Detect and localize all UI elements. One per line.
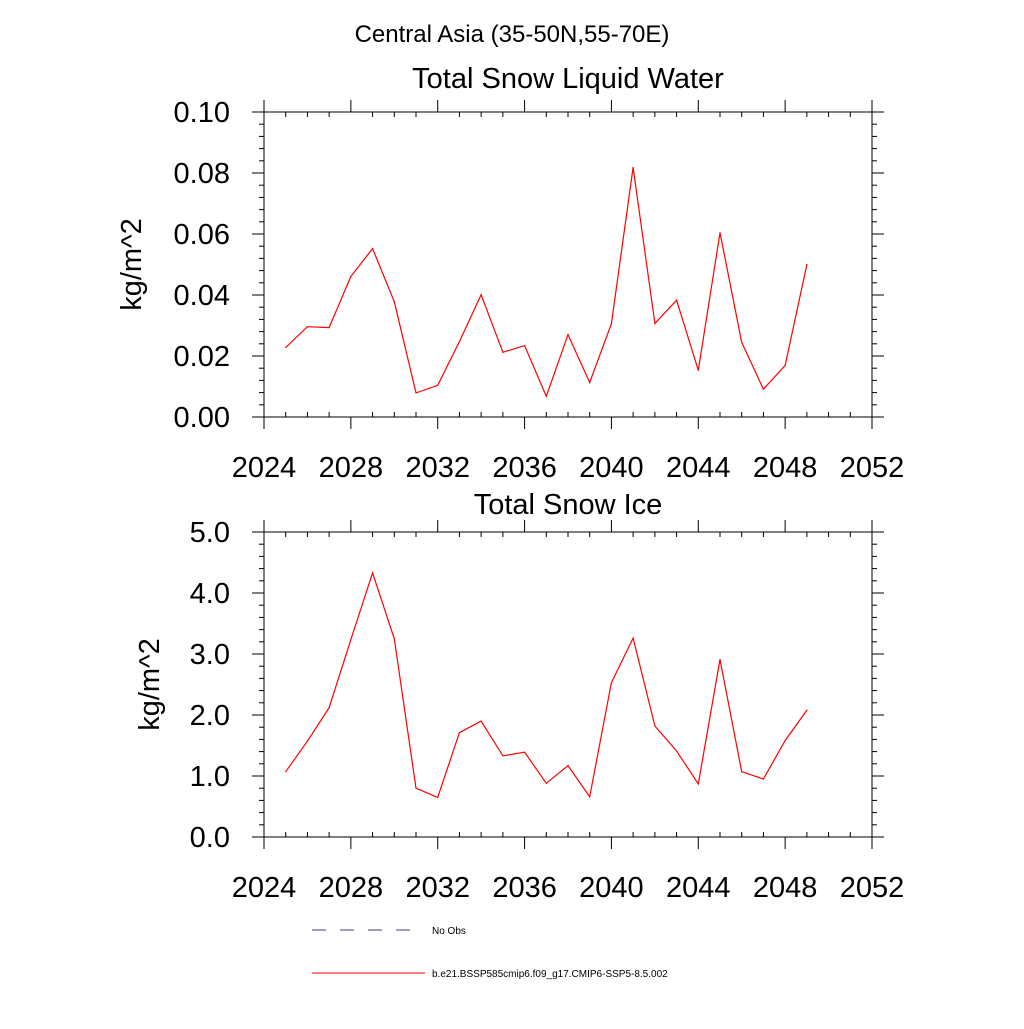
data-point [806, 709, 808, 711]
data-point [675, 299, 678, 301]
data-point [480, 720, 482, 722]
data-point [675, 750, 678, 752]
data-point [610, 323, 613, 325]
x-tick-label: 2040 [579, 452, 644, 484]
data-point [589, 796, 591, 798]
data-point [350, 275, 352, 277]
data-point [458, 341, 461, 343]
x-tick-label: 2032 [405, 452, 470, 484]
data-point [502, 755, 504, 757]
data-point [415, 392, 417, 394]
data-point [654, 725, 656, 727]
data-point [806, 263, 808, 266]
chart-title: Total Snow Ice [474, 489, 663, 521]
y-tick-label: 0.00 [174, 402, 230, 434]
y-tick-label: 0.06 [174, 219, 230, 251]
data-point [285, 346, 287, 349]
x-tick-label: 2036 [492, 872, 557, 904]
data-point [480, 294, 482, 296]
panel-snow-liquid-water: Total Snow Liquid Water kg/m^2 2024 2028 203… [116, 63, 904, 484]
series-line [285, 167, 808, 398]
data-point [523, 345, 526, 347]
x-tick-label: 2028 [319, 452, 384, 484]
plot-frame [263, 531, 873, 838]
data-point [697, 369, 699, 371]
x-tick-label: 2036 [492, 452, 557, 484]
x-tick-label: 2040 [579, 872, 644, 904]
data-point [719, 232, 721, 234]
y-tick-label: 0.10 [174, 97, 230, 129]
x-tick-label: 2052 [840, 872, 905, 904]
chart-title: Total Snow Liquid Water [412, 63, 724, 95]
x-tick-label: 2044 [666, 872, 731, 904]
data-point [523, 751, 526, 753]
y-tick-label: 0.0 [190, 822, 230, 854]
x-tick-label: 2032 [405, 872, 470, 904]
x-tick-label: 2024 [232, 452, 297, 484]
data-point [437, 796, 439, 798]
figure-suptitle: Central Asia (35-50N,55-70E) [355, 21, 670, 48]
y-tick-label: 5.0 [190, 517, 230, 549]
data-point [306, 740, 309, 742]
data-point [654, 322, 656, 324]
y-axis-label: kg/m^2 [134, 638, 166, 731]
data-point [762, 388, 765, 390]
y-tick-label: 0.08 [174, 158, 230, 190]
data-point [545, 782, 547, 784]
data-point [589, 381, 591, 384]
data-point [371, 572, 374, 574]
x-tick-label: 2048 [753, 452, 818, 484]
data-point [784, 740, 786, 742]
data-point [328, 707, 330, 709]
panel-snow-ice: Total Snow Ice kg/m^2 2024 2028 2032 2036 2040… [134, 489, 904, 904]
y-axis-label: kg/m^2 [116, 218, 148, 311]
data-point [502, 351, 504, 353]
x-tick-label: 2028 [319, 872, 384, 904]
data-point [350, 638, 352, 640]
data-point [741, 341, 743, 343]
legend-label-no-obs: No Obs [432, 926, 466, 937]
legend: No Obs b.e21.BSSP585cmip6.f09_g17.CMIP6-… [312, 926, 668, 980]
data-point [415, 787, 417, 789]
x-tick-label: 2044 [666, 452, 731, 484]
data-point [371, 248, 374, 250]
legend-label-model: b.e21.BSSP585cmip6.f09_g17.CMIP6-SSP5-8.… [432, 969, 668, 980]
data-point [784, 364, 786, 367]
data-point [610, 682, 613, 684]
data-point [545, 395, 547, 397]
y-tick-label: 2.0 [190, 700, 230, 732]
data-point [328, 327, 330, 329]
y-tick-label: 1.0 [190, 761, 230, 793]
x-tick-label: 2052 [840, 452, 905, 484]
data-point [741, 771, 743, 773]
y-tick-label: 0.04 [174, 280, 230, 312]
x-tick-label: 2048 [753, 872, 818, 904]
data-point [306, 326, 309, 328]
x-tick-label: 2024 [232, 872, 297, 904]
data-point [697, 783, 699, 785]
plot-frame [263, 111, 873, 418]
series-line [285, 570, 808, 799]
data-point [632, 166, 634, 169]
data-point [567, 765, 569, 767]
y-tick-label: 0.02 [174, 341, 230, 373]
data-point [393, 301, 395, 303]
data-point [393, 638, 395, 640]
data-point [762, 778, 765, 780]
data-point [437, 384, 439, 386]
data-point [632, 637, 634, 639]
y-tick-label: 4.0 [190, 578, 230, 610]
data-point [567, 334, 569, 336]
y-tick-label: 3.0 [190, 639, 230, 671]
data-point [719, 658, 721, 661]
data-point [285, 771, 287, 773]
data-point [458, 732, 461, 734]
